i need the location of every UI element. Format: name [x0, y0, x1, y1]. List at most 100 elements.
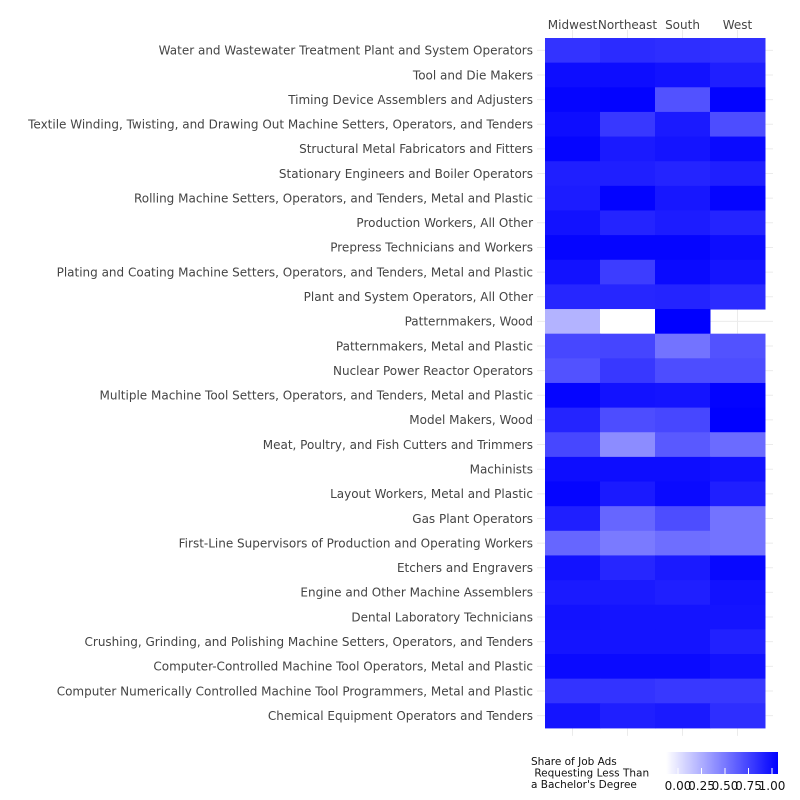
- heatmap-cell: [710, 382, 766, 409]
- heatmap-cell: [710, 456, 766, 483]
- heatmap-cell: [545, 382, 601, 409]
- heatmap-cell: [545, 703, 601, 729]
- heatmap-cell: [545, 161, 601, 187]
- heatmap-cell: [710, 111, 766, 138]
- heatmap-cell: [710, 284, 766, 310]
- heatmap-cell: [545, 87, 601, 113]
- color-legend: Share of Job Ads Requesting Less Than a B…: [531, 752, 785, 793]
- legend-title-line: Requesting Less Than: [531, 768, 649, 780]
- heatmap-cell: [655, 309, 711, 335]
- row-label: Patternmakers, Wood: [405, 315, 533, 329]
- row-label: Prepress Technicians and Workers: [330, 241, 533, 255]
- heatmap-cell: [600, 530, 656, 556]
- row-label: Nuclear Power Reactor Operators: [333, 364, 533, 378]
- heatmap-cell: [710, 580, 766, 606]
- row-label: Computer-Controlled Machine Tool Operato…: [153, 660, 533, 674]
- heatmap-cell: [710, 235, 766, 261]
- row-label: Meat, Poultry, and Fish Cutters and Trim…: [263, 438, 533, 452]
- heatmap-cell: [600, 407, 656, 433]
- heatmap-cell: [545, 62, 601, 88]
- heatmap-cell: [710, 62, 766, 88]
- heatmap-cell: [600, 629, 656, 655]
- row-label: Water and Wastewater Treatment Plant and…: [159, 44, 533, 58]
- heatmap-cell: [545, 284, 601, 310]
- heatmap-cell: [655, 87, 711, 113]
- row-label: Etchers and Engravers: [397, 561, 533, 575]
- heatmap-cell: [600, 309, 656, 335]
- heatmap-cell: [655, 136, 711, 162]
- heatmap-cell: [545, 580, 601, 606]
- heatmap-cell: [655, 333, 711, 359]
- heatmap-cell: [710, 654, 766, 680]
- legend-tick-label: 0.00: [665, 779, 692, 793]
- heatmap-cell: [600, 87, 656, 113]
- heatmap-cell: [600, 333, 656, 359]
- heatmap-cell: [600, 161, 656, 187]
- heatmap-cell: [545, 210, 601, 236]
- heatmap-cell: [655, 456, 711, 483]
- heatmap-cell: [545, 432, 601, 458]
- heatmap-cell: [545, 185, 601, 211]
- heatmap-cell: [710, 629, 766, 655]
- heatmap-cell: [710, 678, 766, 704]
- heatmap-cell: [655, 38, 711, 64]
- heatmap-cell: [545, 456, 601, 483]
- heatmap-cell: [545, 629, 601, 655]
- column-label: South: [665, 18, 700, 32]
- heatmap-cell: [600, 284, 656, 310]
- row-label: Model Makers, Wood: [409, 413, 533, 427]
- row-label: Rolling Machine Setters, Operators, and …: [134, 191, 533, 205]
- column-label: West: [723, 18, 753, 32]
- heatmap-cell: [655, 530, 711, 556]
- row-label: Multiple Machine Tool Setters, Operators…: [100, 389, 533, 403]
- heatmap-cell: [655, 580, 711, 606]
- legend-tick-label: 1.00: [759, 779, 786, 793]
- row-label: Layout Workers, Metal and Plastic: [330, 487, 533, 501]
- heatmap-cell: [710, 161, 766, 187]
- row-label: Plating and Coating Machine Setters, Ope…: [57, 265, 533, 279]
- heatmap-cell: [655, 235, 711, 261]
- heatmap-cell: [545, 530, 601, 556]
- heatmap-cell: [600, 604, 656, 630]
- heatmap-cell: [600, 654, 656, 680]
- heatmap-cell: [545, 136, 601, 162]
- row-label: Gas Plant Operators: [412, 512, 533, 526]
- heatmap-cell: [655, 407, 711, 433]
- heatmap-cell: [710, 506, 766, 532]
- heatmap-cell: [600, 506, 656, 532]
- heatmap-cell: [545, 604, 601, 630]
- heatmap-cell: [545, 678, 601, 704]
- legend-tick-label: 0.50: [712, 779, 739, 793]
- heatmap-cell: [710, 530, 766, 556]
- heatmap-cell: [600, 456, 656, 483]
- heatmap-cell: [655, 111, 711, 138]
- row-label: Engine and Other Machine Assemblers: [300, 586, 533, 600]
- heatmap-cell: [710, 432, 766, 458]
- heatmap-cell: [710, 259, 766, 285]
- row-label: Tool and Die Makers: [412, 68, 533, 82]
- column-label: Northeast: [598, 18, 658, 32]
- heatmap-cell: [710, 407, 766, 433]
- row-label: Timing Device Assemblers and Adjusters: [287, 93, 533, 107]
- heatmap-cell: [545, 235, 601, 261]
- heatmap-cell: [600, 432, 656, 458]
- row-label: Production Workers, All Other: [356, 216, 533, 230]
- heatmap-cell: [600, 235, 656, 261]
- column-label: Midwest: [548, 18, 598, 32]
- column-labels: Midwest Northeast South West: [548, 18, 753, 32]
- row-label: Computer Numerically Controlled Machine …: [57, 684, 533, 698]
- heatmap-cell: [600, 185, 656, 211]
- row-label: Chemical Equipment Operators and Tenders: [268, 709, 533, 723]
- row-label: Textile Winding, Twisting, and Drawing O…: [27, 118, 533, 132]
- heatmap-cell: [655, 284, 711, 310]
- heatmap-cell: [600, 678, 656, 704]
- row-label: Dental Laboratory Technicians: [351, 610, 533, 624]
- legend-title-line: a Bachelor's Degree: [531, 779, 637, 791]
- heatmap-cell: [655, 358, 711, 384]
- heatmap-cell: [545, 506, 601, 532]
- legend-tick-label: 0.25: [688, 779, 715, 793]
- row-label: Patternmakers, Metal and Plastic: [336, 339, 533, 353]
- heatmap-cell: [600, 259, 656, 285]
- heatmap-cell: [600, 580, 656, 606]
